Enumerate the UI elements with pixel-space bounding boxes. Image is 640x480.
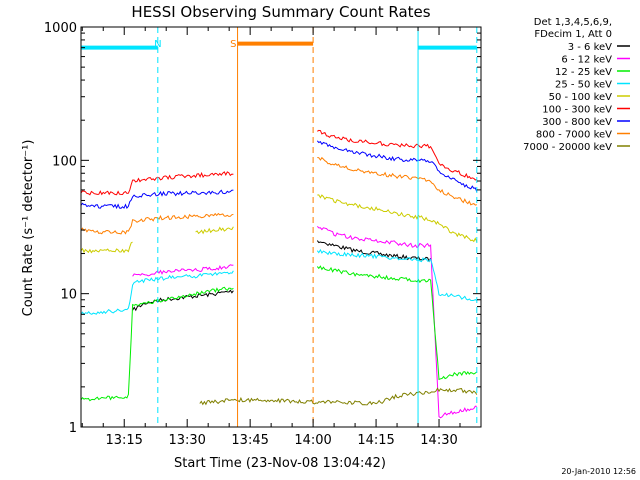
x-tick-label: 14:15 <box>357 433 394 448</box>
legend-label: 25 - 50 keV <box>555 80 612 91</box>
series-line <box>80 265 478 402</box>
legend-label: 6 - 12 keV <box>561 55 612 66</box>
footer-timestamp: 20-Jan-2010 12:56 <box>561 467 636 476</box>
annotation-label: S <box>230 39 236 50</box>
x-tick-label: 13:15 <box>105 433 142 448</box>
legend-label: 7000 - 20000 keV <box>523 142 612 153</box>
chart-title: HESSI Observing Summary Count Rates <box>131 3 430 21</box>
legend-label: 50 - 100 keV <box>549 92 613 103</box>
legend-label: 100 - 300 keV <box>542 105 612 116</box>
series-line <box>80 194 478 254</box>
y-axis-label: Count Rate (s⁻¹ detector⁻¹) <box>21 140 36 317</box>
y-tick-label: 1000 <box>44 21 77 36</box>
x-axis-label: Start Time (23-Nov-08 13:04:42) <box>174 456 386 471</box>
x-tick-label: 14:30 <box>420 433 457 448</box>
legend: Det 1,3,4,5,6,9,FDecim 1, Att 0 3 - 6 keV… <box>523 17 630 153</box>
x-tick-label: 14:00 <box>294 433 331 448</box>
annotation-label: N <box>154 39 161 50</box>
y-tick-label: 1 <box>69 421 77 436</box>
legend-label: 800 - 7000 keV <box>536 130 612 141</box>
series-line <box>80 129 477 196</box>
legend-header: FDecim 1, Att 0 <box>534 29 612 40</box>
legend-label: 12 - 25 keV <box>555 67 612 78</box>
series-layer <box>80 129 478 419</box>
series-line <box>132 225 477 419</box>
series-line <box>80 156 477 235</box>
y-tick-label: 100 <box>52 154 77 169</box>
x-tick-label: 13:30 <box>168 433 205 448</box>
series-line <box>199 387 478 406</box>
legend-header: Det 1,3,4,5,6,9, <box>534 17 612 28</box>
legend-label: 3 - 6 keV <box>568 42 612 53</box>
plot-frame <box>80 26 482 428</box>
legend-label: 300 - 800 keV <box>542 117 612 128</box>
x-tick-label: 13:45 <box>231 433 268 448</box>
axis-layer: 13:15 13:30 13:45 14:00 14:15 14:30 1 10 100 1000 <box>44 21 482 448</box>
series-line <box>80 140 478 210</box>
y-tick-label: 10 <box>60 288 77 303</box>
